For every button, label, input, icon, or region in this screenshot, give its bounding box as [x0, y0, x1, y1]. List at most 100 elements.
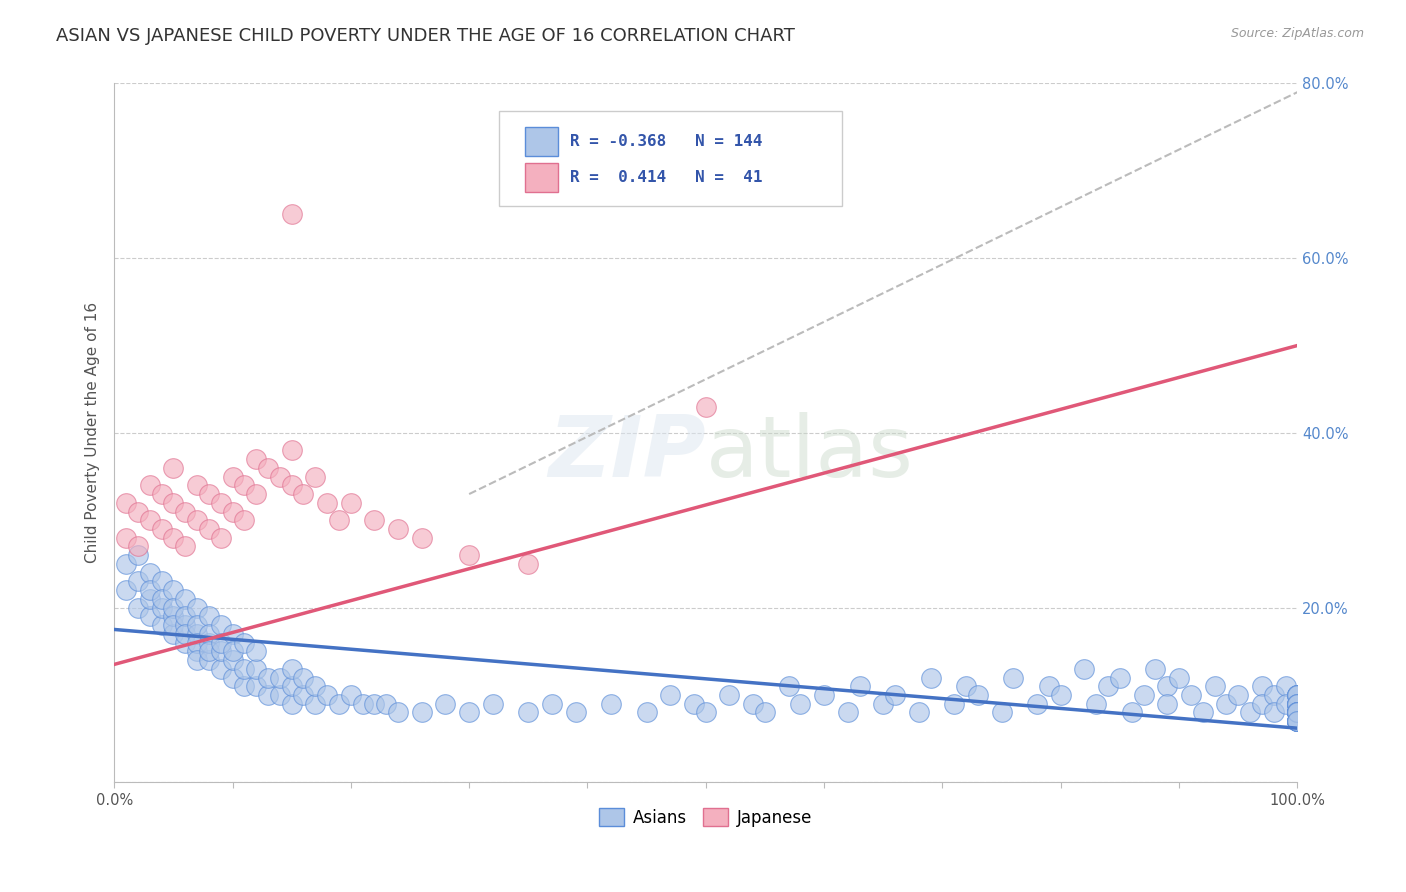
Point — [198, 653, 221, 667]
Point — [304, 469, 326, 483]
Point — [316, 496, 339, 510]
Point — [257, 688, 280, 702]
Point — [458, 706, 481, 720]
Point — [872, 697, 894, 711]
Point — [1286, 697, 1309, 711]
Point — [280, 207, 302, 221]
Point — [1250, 679, 1272, 693]
Point — [115, 531, 138, 545]
Point — [1286, 706, 1309, 720]
Point — [1286, 714, 1309, 729]
Point — [659, 688, 682, 702]
Point — [1286, 706, 1309, 720]
Point — [340, 688, 363, 702]
Point — [150, 574, 173, 589]
Point — [695, 706, 717, 720]
Point — [127, 574, 149, 589]
Point — [245, 487, 267, 501]
Text: ZIP: ZIP — [548, 412, 706, 495]
Point — [742, 697, 765, 711]
Point — [245, 662, 267, 676]
Point — [1227, 688, 1250, 702]
Point — [1180, 688, 1202, 702]
Point — [1286, 714, 1309, 729]
Point — [138, 583, 160, 598]
Point — [245, 644, 267, 658]
Point — [280, 679, 302, 693]
Point — [1286, 688, 1309, 702]
Point — [1085, 697, 1108, 711]
Point — [221, 644, 243, 658]
Point — [174, 618, 197, 632]
Point — [1263, 706, 1285, 720]
Point — [990, 706, 1012, 720]
Point — [186, 478, 208, 492]
Point — [967, 688, 990, 702]
Point — [162, 627, 184, 641]
Point — [174, 635, 197, 649]
Point — [1002, 671, 1025, 685]
Point — [848, 679, 870, 693]
Point — [328, 513, 350, 527]
Point — [174, 627, 197, 641]
Point — [1286, 697, 1309, 711]
Point — [920, 671, 942, 685]
Point — [186, 653, 208, 667]
Text: ASIAN VS JAPANESE CHILD POVERTY UNDER THE AGE OF 16 CORRELATION CHART: ASIAN VS JAPANESE CHILD POVERTY UNDER TH… — [56, 27, 796, 45]
Point — [150, 618, 173, 632]
Point — [292, 671, 315, 685]
Point — [636, 706, 658, 720]
Point — [174, 504, 197, 518]
Point — [162, 496, 184, 510]
Point — [174, 609, 197, 624]
Point — [363, 513, 385, 527]
Point — [186, 513, 208, 527]
Point — [280, 478, 302, 492]
Point — [115, 583, 138, 598]
Point — [162, 618, 184, 632]
Point — [269, 688, 291, 702]
Point — [127, 548, 149, 562]
Point — [517, 557, 540, 571]
Point — [162, 583, 184, 598]
Point — [115, 557, 138, 571]
Point — [127, 504, 149, 518]
Point — [907, 706, 929, 720]
Point — [280, 443, 302, 458]
Point — [304, 697, 326, 711]
Point — [387, 522, 409, 536]
Point — [375, 697, 398, 711]
Point — [517, 706, 540, 720]
Point — [1274, 679, 1296, 693]
FancyBboxPatch shape — [524, 163, 558, 192]
Point — [1132, 688, 1154, 702]
Point — [162, 600, 184, 615]
Point — [1286, 697, 1309, 711]
Point — [778, 679, 800, 693]
Point — [209, 496, 232, 510]
Point — [269, 469, 291, 483]
Point — [754, 706, 776, 720]
Point — [1286, 706, 1309, 720]
Point — [600, 697, 623, 711]
Point — [245, 679, 267, 693]
Point — [837, 706, 859, 720]
Point — [138, 609, 160, 624]
Point — [280, 697, 302, 711]
Point — [1286, 714, 1309, 729]
Point — [245, 452, 267, 467]
Point — [481, 697, 503, 711]
Point — [1250, 697, 1272, 711]
Legend: Asians, Japanese: Asians, Japanese — [593, 801, 818, 833]
Point — [1049, 688, 1071, 702]
Point — [1286, 688, 1309, 702]
Point — [1156, 679, 1178, 693]
Point — [221, 671, 243, 685]
Point — [1286, 714, 1309, 729]
Point — [328, 697, 350, 711]
Point — [186, 618, 208, 632]
Point — [1108, 671, 1130, 685]
Point — [1156, 697, 1178, 711]
Point — [292, 688, 315, 702]
Point — [1144, 662, 1167, 676]
